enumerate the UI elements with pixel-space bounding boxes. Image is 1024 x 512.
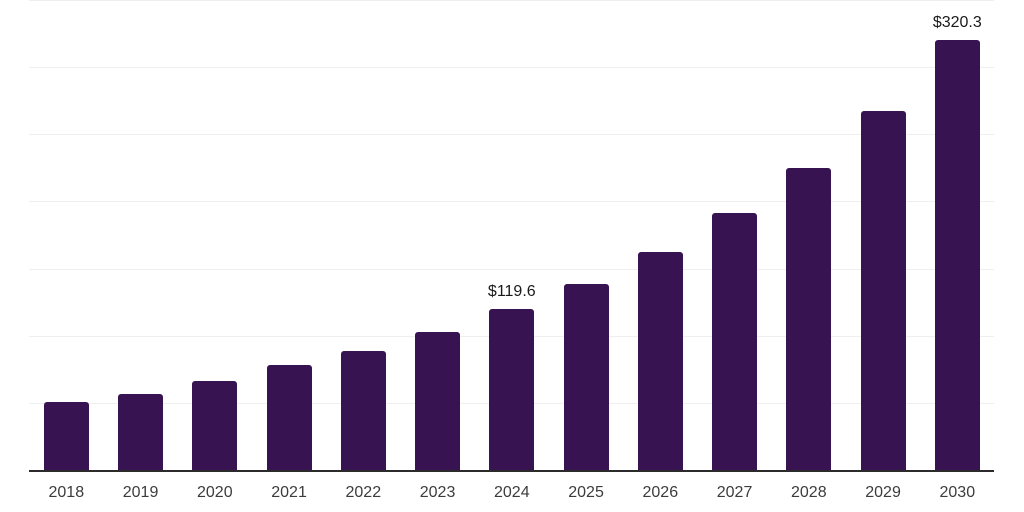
bar-2025 <box>563 283 609 470</box>
bar-2024 <box>489 309 535 470</box>
data-label-2030: $320.3 <box>932 13 982 31</box>
bar-2029 <box>860 111 906 470</box>
x-tick-2026: 2026 <box>642 484 679 501</box>
gridline-350 <box>29 0 994 1</box>
x-tick-2022: 2022 <box>345 484 382 501</box>
bar-2027 <box>712 212 758 470</box>
x-tick-2020: 2020 <box>197 484 233 501</box>
data-label-2024: $119.6 <box>487 283 536 301</box>
x-tick-2030: 2030 <box>939 484 976 501</box>
bar-2030 <box>934 39 980 470</box>
x-tick-2029: 2029 <box>865 484 901 501</box>
x-tick-2021: 2021 <box>271 484 307 501</box>
bar-2019 <box>118 393 164 470</box>
bar-2021 <box>266 364 312 470</box>
bar-2028 <box>786 168 832 470</box>
bar-2018 <box>43 402 89 470</box>
bar-2020 <box>192 380 238 470</box>
gridline-150 <box>29 268 994 270</box>
gridline-200 <box>29 201 994 203</box>
gridline-300 <box>29 67 994 69</box>
x-tick-2023: 2023 <box>419 484 456 501</box>
bar-2023 <box>415 331 461 470</box>
bar-2022 <box>340 351 386 470</box>
x-tick-2018: 2018 <box>48 484 85 501</box>
x-tick-2019: 2019 <box>122 484 159 501</box>
x-tick-2027: 2027 <box>716 484 753 501</box>
bar-2026 <box>637 252 683 470</box>
x-tick-2024: 2024 <box>494 484 530 501</box>
x-tick-2028: 2028 <box>791 484 827 501</box>
x-tick-2025: 2025 <box>568 484 604 501</box>
x-axis-line <box>29 470 994 472</box>
gridline-250 <box>29 134 994 136</box>
